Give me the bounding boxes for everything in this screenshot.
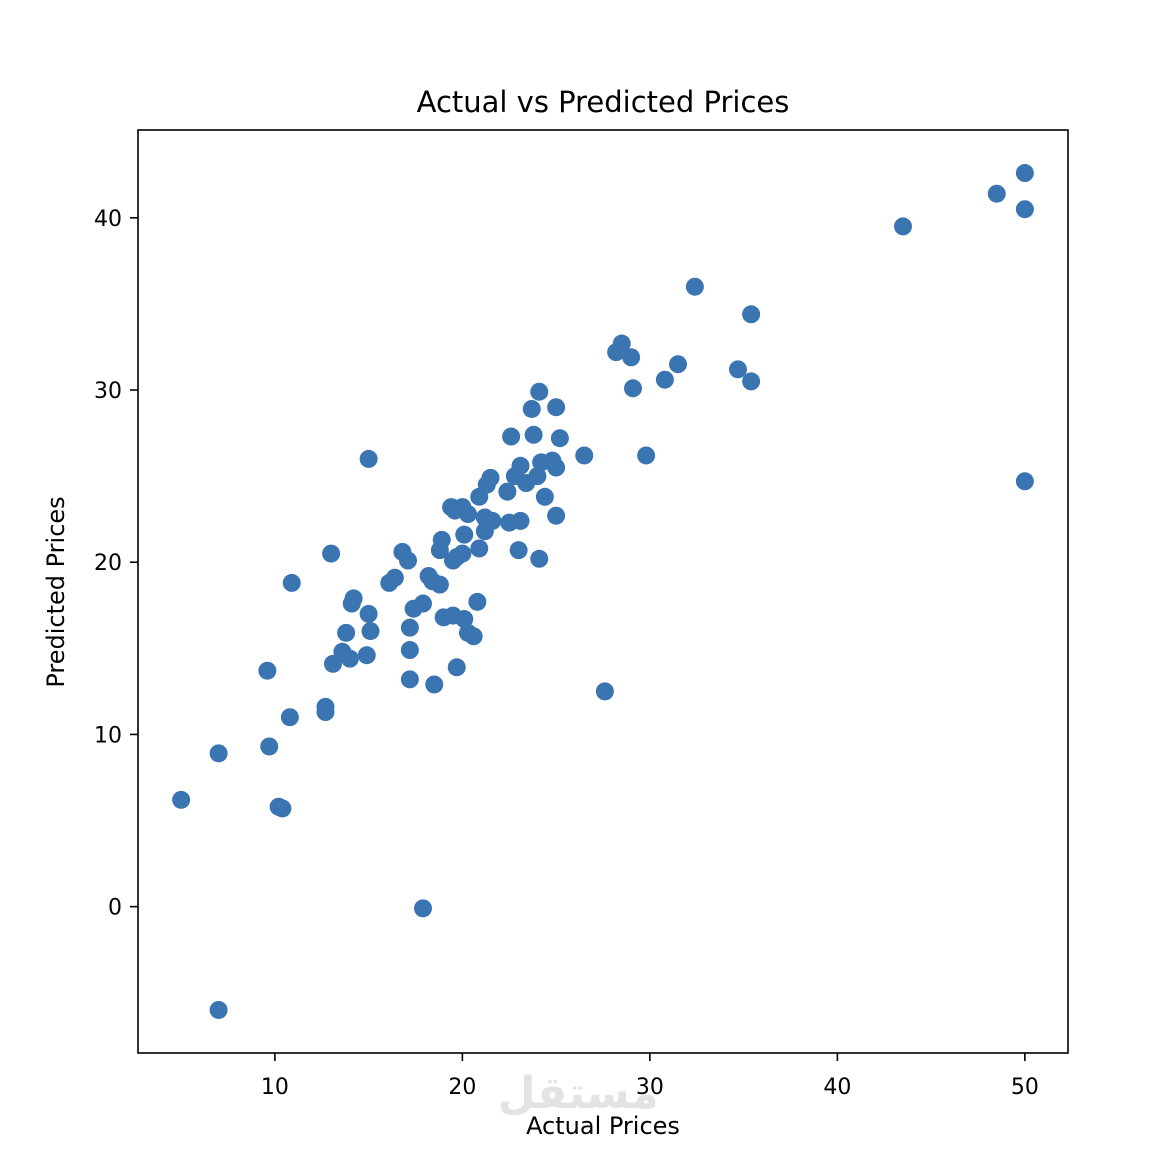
- scatter-point: [359, 604, 378, 623]
- scatter-point: [547, 458, 566, 477]
- x-axis: 10 20 30 40 50: [261, 1053, 1039, 1100]
- svg-text:مستقل: مستقل: [498, 1068, 659, 1119]
- scatter-point: [987, 184, 1006, 203]
- scatter-point: [447, 658, 466, 677]
- scatter-point: [575, 446, 594, 465]
- scatter-point: [742, 305, 761, 324]
- scatter-point: [209, 1000, 228, 1019]
- scatter-point: [453, 544, 472, 563]
- scatter-point: [172, 790, 191, 809]
- scatter-point: [430, 575, 449, 594]
- y-tick-label: 10: [94, 723, 122, 748]
- scatter-point: [470, 487, 489, 506]
- y-tick-label: 40: [94, 207, 122, 232]
- scatter-point: [528, 467, 547, 486]
- scatter-points: [172, 164, 1034, 1019]
- scatter-point: [342, 594, 361, 613]
- scatter-point: [511, 511, 530, 530]
- scatter-point: [357, 646, 376, 665]
- scatter-point: [498, 482, 517, 501]
- scatter-point: [425, 675, 444, 694]
- scatter-point: [359, 449, 378, 468]
- scatter-point: [324, 654, 342, 673]
- scatter-point: [685, 277, 704, 296]
- scatter-point: [258, 661, 277, 680]
- scatter-point: [595, 682, 614, 701]
- scatter-point: [337, 623, 356, 642]
- scatter-point: [624, 379, 642, 398]
- scatter-point: [470, 539, 489, 558]
- x-tick-label: 20: [448, 1075, 476, 1100]
- y-tick-label: 20: [94, 551, 122, 576]
- scatter-point: [530, 549, 549, 568]
- scatter-point: [547, 506, 566, 525]
- scatter-point: [459, 505, 477, 524]
- y-tick-label: 30: [94, 379, 122, 404]
- plot-area-frame: [137, 129, 1069, 1054]
- scatter-point: [509, 541, 528, 560]
- scatter-point: [399, 551, 417, 570]
- scatter-point: [361, 622, 380, 641]
- scatter-point: [340, 649, 359, 668]
- scatter-point: [322, 544, 341, 563]
- x-tick-label: 40: [823, 1075, 851, 1100]
- x-tick-label: 50: [1011, 1075, 1039, 1100]
- scatter-point: [209, 744, 228, 763]
- scatter-point: [455, 525, 474, 544]
- scatter-point: [475, 522, 494, 541]
- scatter-point: [400, 618, 419, 637]
- scatter-point: [400, 670, 419, 689]
- scatter-point: [522, 399, 541, 418]
- scatter-point: [655, 370, 674, 389]
- scatter-point: [282, 573, 301, 592]
- scatter-point: [380, 573, 399, 592]
- scatter-point: [532, 453, 551, 472]
- scatter-point: [430, 541, 449, 560]
- scatter-point: [455, 610, 474, 629]
- y-axis: 0 10 20 30 40: [94, 207, 138, 921]
- scatter-point: [260, 737, 279, 756]
- scatter-point: [280, 708, 299, 727]
- scatter-point: [316, 703, 335, 722]
- scatter-point: [535, 487, 554, 506]
- x-tick-label: 10: [261, 1075, 289, 1100]
- scatter-point: [414, 594, 432, 613]
- watermark-logo: مستقل: [498, 1068, 659, 1119]
- y-axis-label: Predicted Prices: [42, 496, 70, 687]
- x-axis-label: Actual Prices: [526, 1112, 680, 1140]
- scatter-point: [550, 429, 569, 448]
- scatter-point: [273, 799, 292, 818]
- scatter-point: [414, 899, 432, 918]
- scatter-point: [742, 372, 761, 391]
- scatter-point: [464, 627, 483, 646]
- scatter-point: [637, 446, 656, 465]
- scatter-point: [1015, 200, 1034, 219]
- scatter-point: [547, 398, 566, 417]
- scatter-point: [524, 425, 543, 444]
- scatter-point: [669, 355, 687, 374]
- scatter-point: [894, 217, 912, 236]
- y-tick-label: 0: [108, 896, 122, 921]
- scatter-point: [622, 348, 641, 367]
- scatter-point: [607, 343, 626, 362]
- scatter-point: [1015, 472, 1034, 491]
- scatter-point: [530, 382, 549, 401]
- scatter-point: [400, 641, 419, 660]
- scatter-point: [729, 360, 747, 379]
- scatter-point: [502, 427, 521, 446]
- scatter-point: [468, 592, 487, 611]
- scatter-point: [1015, 164, 1034, 183]
- x-tick-label: 30: [636, 1075, 664, 1100]
- chart-title: Actual vs Predicted Prices: [417, 85, 790, 119]
